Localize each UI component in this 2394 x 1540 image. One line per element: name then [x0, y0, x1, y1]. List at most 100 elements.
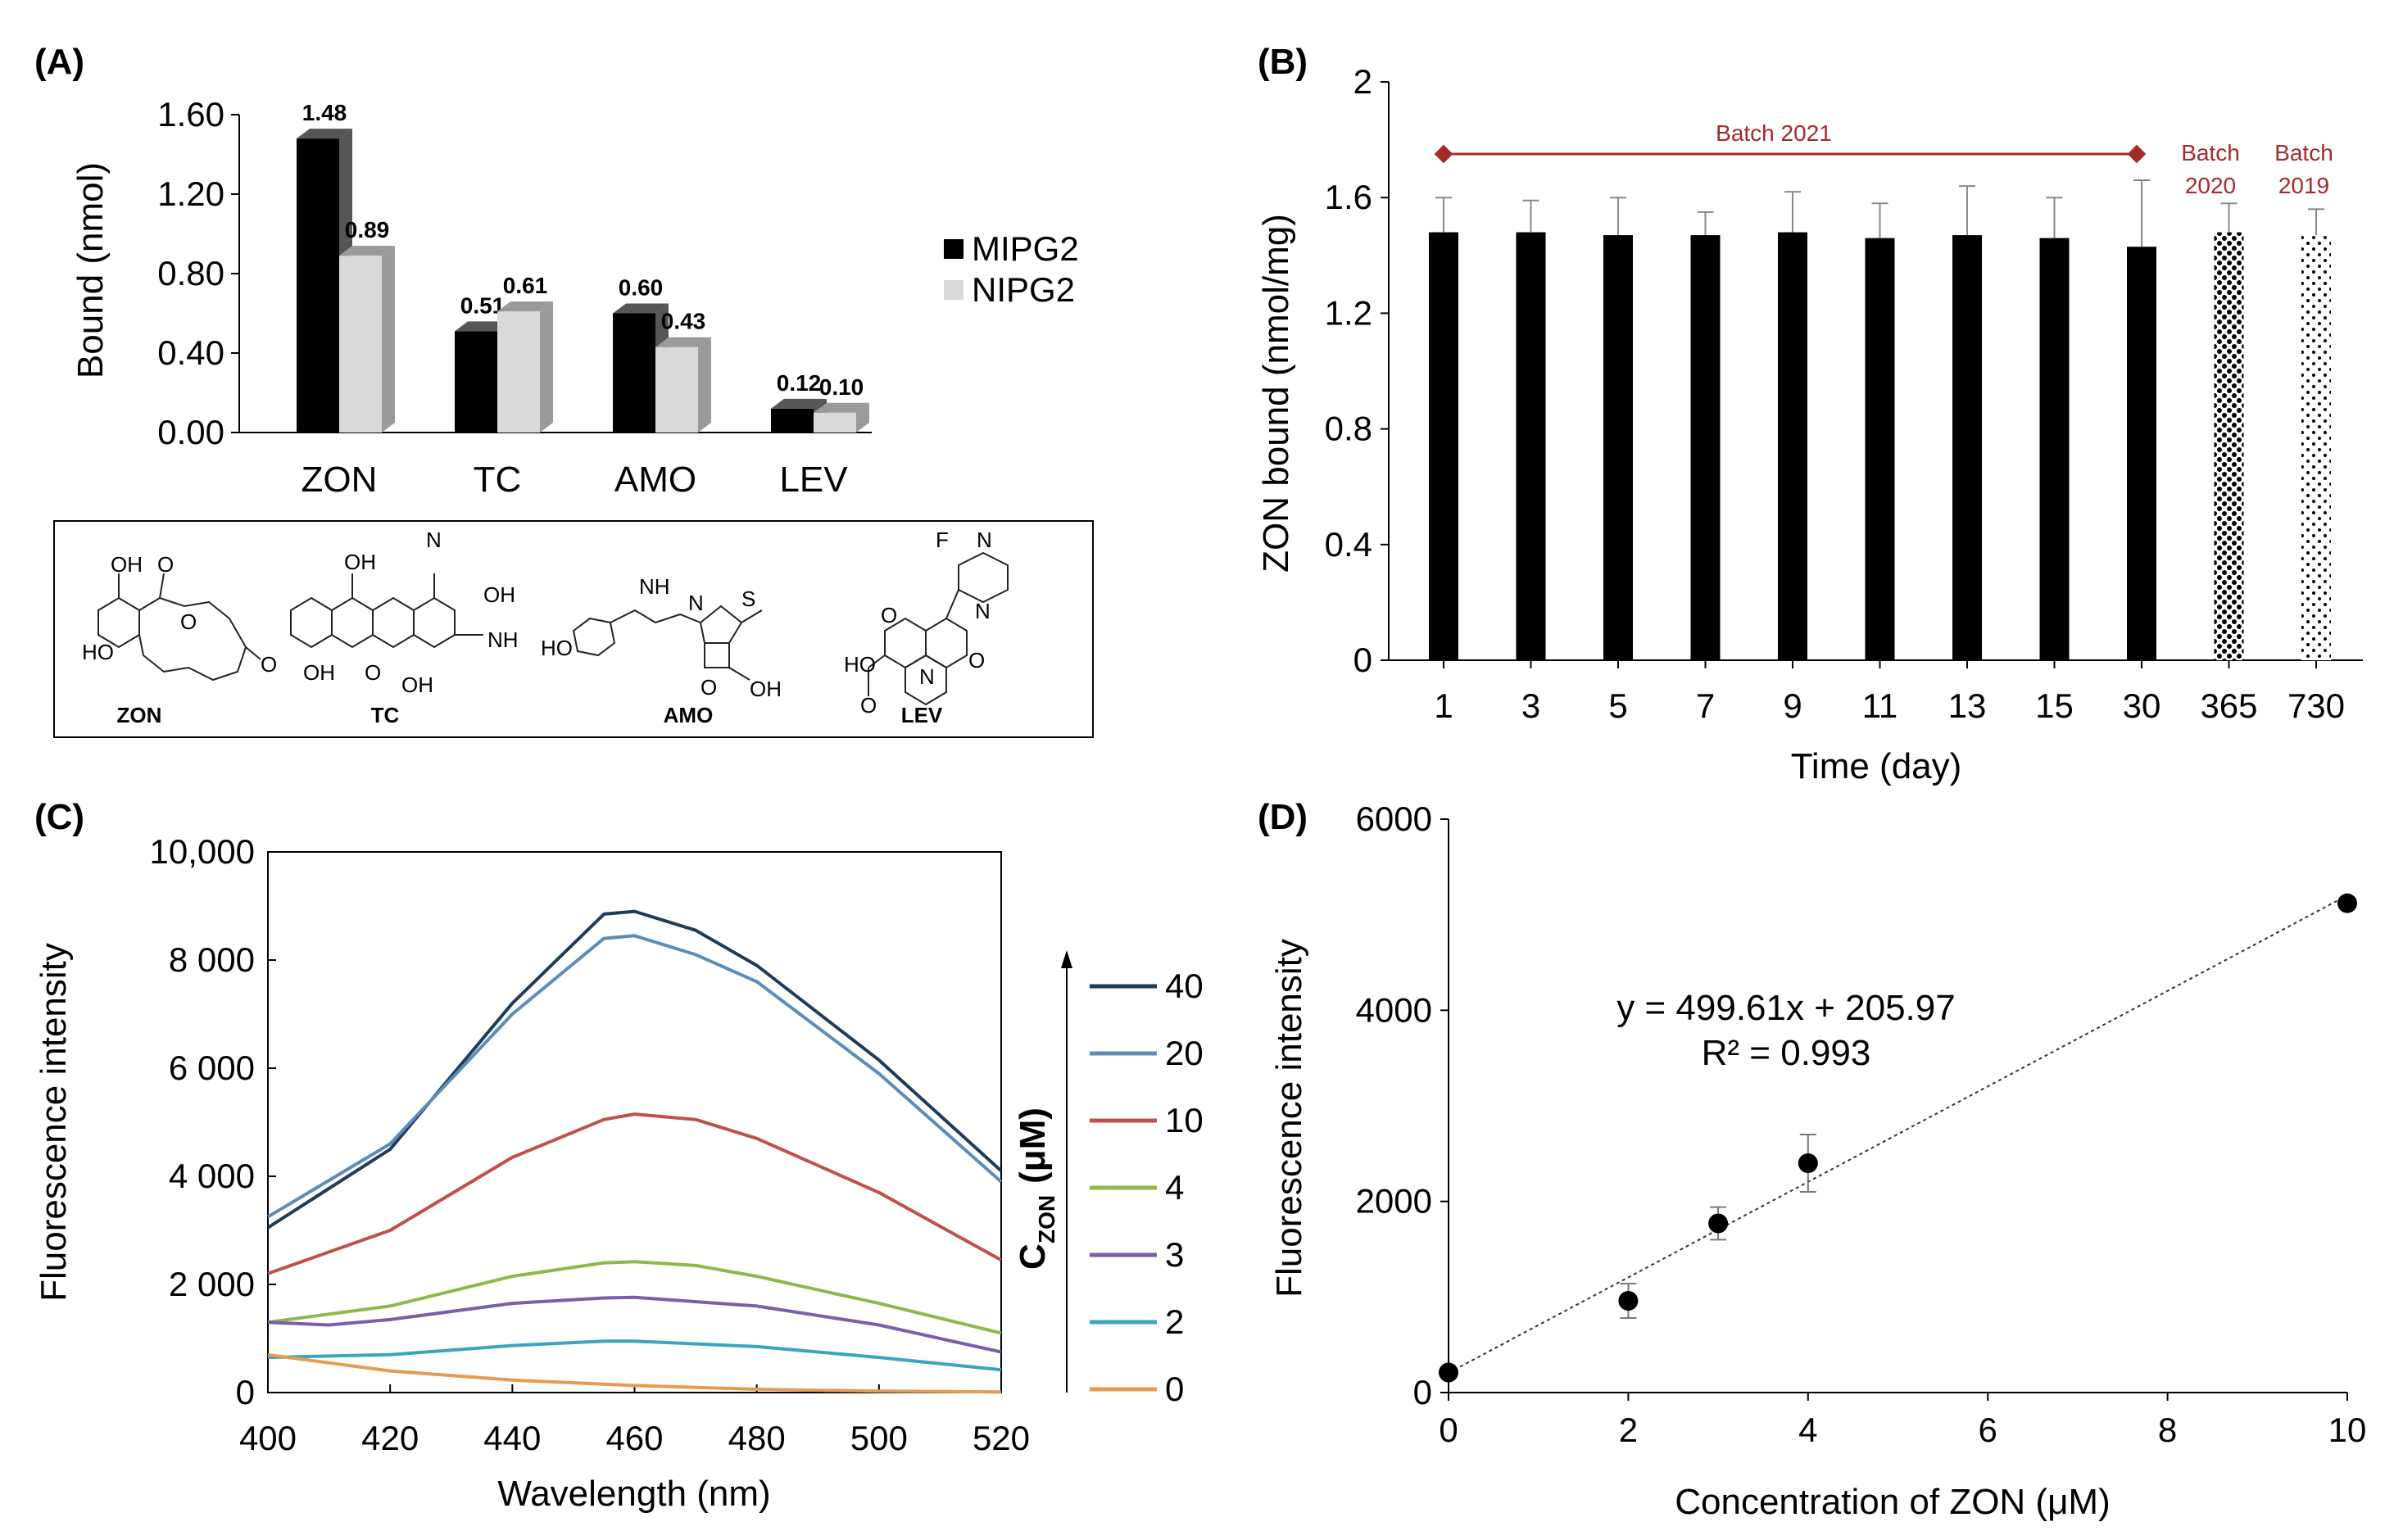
panel-c-ytick-label: 4 000: [169, 1157, 255, 1195]
fit-equation: y = 499.61x + 205.97: [1616, 988, 1955, 1028]
batch-2020-label-line2: 2020: [2185, 173, 2236, 198]
panel-b-xtick-label-15: 15: [2035, 686, 2074, 725]
panel-a-xtick-amo: AMO: [614, 460, 696, 500]
panel-a-xtick-lev: LEV: [779, 460, 848, 500]
legend-label-3um: 3: [1165, 1235, 1184, 1274]
data-point-x3: [1708, 1213, 1729, 1234]
atom-tc-nh: NH: [487, 627, 519, 652]
atom-lev-ho: HO: [844, 652, 876, 677]
panel-c-label: (C): [34, 797, 84, 837]
panel-d-xtick-label: 8: [2158, 1411, 2177, 1449]
panel-b-xtick-label-1: 1: [1434, 686, 1453, 725]
atom-tc-oh1: OH: [344, 550, 376, 574]
legend-label-nipg2: NIPG2: [972, 270, 1075, 309]
data-label-nipg2-tc: 0.61: [503, 273, 548, 298]
fit-line: [1448, 895, 2348, 1374]
panel-c-ytick-label: 0: [236, 1373, 255, 1411]
structure-name-lev: LEV: [901, 703, 943, 727]
bar-day-7: [1690, 235, 1721, 661]
panel-b-ytick-label: 0.8: [1325, 410, 1372, 448]
legend-label-4um: 4: [1165, 1168, 1184, 1207]
panel-c-xtick-label: 500: [850, 1419, 908, 1457]
panel-b-ylabel: ZON bound (nmol/mg): [1256, 214, 1296, 573]
bar-mipg2-amo: [613, 313, 655, 433]
panel-c-ytick-label: 2 000: [169, 1265, 255, 1303]
bar-mipg2-lev: [771, 408, 814, 433]
panel-a-ytick-label: 0.80: [157, 254, 224, 292]
panel-d-ytick-label: 2000: [1356, 1182, 1432, 1221]
bar-side-nipg2-zon: [382, 246, 395, 433]
bar-day-11: [1865, 238, 1895, 660]
panel-a-ytick-label: 1.60: [157, 95, 224, 134]
panel-b-xtick-label-30: 30: [2123, 686, 2161, 725]
bar-day-13: [1952, 235, 1982, 661]
bar-side-nipg2-amo: [698, 337, 711, 433]
panel-b-xtick-label-5: 5: [1608, 686, 1627, 725]
bar-top-nipg2-lev: [814, 402, 869, 413]
panel-c-ytick-label: 10,000: [150, 832, 255, 871]
data-point-x2: [1618, 1291, 1639, 1311]
panel-a-xtick-tc: TC: [474, 460, 522, 500]
panel-c-ytick-label: 8 000: [169, 940, 255, 979]
panel-a-label: (A): [34, 42, 84, 82]
panel-d-xtick-label: 2: [1619, 1411, 1638, 1449]
legend-swatch-mipg2: [944, 239, 963, 259]
panel-b-ytick-label: 2: [1353, 62, 1372, 101]
atom-lev-f: F: [936, 528, 949, 552]
bar-nipg2-zon: [339, 256, 382, 433]
panel-b-xtick-label-365: 365: [2200, 686, 2257, 725]
atom-zon-ho: HO: [82, 640, 114, 664]
spectrum-line-40um: [266, 909, 1003, 1230]
bar-day-5: [1603, 235, 1633, 661]
bar-day-3: [1516, 232, 1546, 660]
legend-swatch-nipg2: [944, 280, 963, 300]
batch-2021-end-marker: [2127, 144, 2147, 164]
panel-b-xtick-label-3: 3: [1521, 686, 1540, 725]
legend-title-c: C: [1013, 1243, 1053, 1270]
panel-c-frame: [267, 851, 1002, 1393]
atom-lev-n3: N: [919, 664, 935, 689]
atom-tc-n: N: [426, 528, 442, 552]
panel-d-xlabel: Concentration of ZON (μM): [1675, 1482, 2111, 1522]
bar-day-30: [2127, 247, 2156, 660]
data-label-mipg2-amo: 0.60: [619, 275, 664, 301]
bar-nipg2-lev: [814, 412, 856, 433]
panel-b-ytick-label: 0: [1353, 641, 1372, 679]
atom-lev-o1: O: [968, 648, 985, 673]
batch-2019-label-line1: Batch: [2274, 140, 2333, 165]
atom-zon-oh: OH: [111, 552, 143, 577]
spectrum-line-2um: [267, 1339, 1002, 1372]
panel-d: (D) Fluorescence intensity 0 2 4 6 8 10 0 2000 4…: [1258, 797, 2366, 1522]
legend-label-20um: 20: [1165, 1034, 1204, 1072]
data-label-mipg2-zon: 1.48: [302, 100, 347, 125]
spectrum-line-4um: [267, 1260, 1002, 1335]
panel-b-xtick-label-13: 13: [1948, 686, 1987, 725]
batch-2019-label-line2: 2019: [2278, 173, 2329, 198]
bar-mipg2-tc: [455, 331, 497, 433]
panel-b-label: (B): [1258, 42, 1308, 82]
legend-label-2um: 2: [1165, 1302, 1184, 1341]
panel-d-label: (D): [1258, 797, 1308, 837]
spectrum-line-10um: [267, 1112, 1002, 1275]
panel-a-ylabel: Bound (nmol): [70, 162, 111, 378]
panel-d-ytick-label: 6000: [1356, 799, 1432, 838]
panel-a-ytick-label: 1.20: [157, 174, 224, 213]
structure-drawings: [97, 551, 1009, 706]
legend-title: C ZON (μM): [1013, 1107, 1059, 1270]
panel-c-xtick-label: 420: [361, 1419, 419, 1457]
legend-arrowhead: [1061, 950, 1072, 968]
atom-zon-o2: O: [180, 609, 197, 634]
bar-day-1: [1429, 232, 1458, 660]
panel-b-ytick-label: 1.2: [1325, 293, 1372, 332]
atom-lev-n2: N: [975, 599, 991, 623]
data-point-x4: [1798, 1153, 1818, 1173]
data-label-nipg2-amo: 0.43: [661, 309, 706, 334]
structure-name-zon: ZON: [117, 703, 162, 727]
structure-name-amo: AMO: [664, 703, 714, 727]
panel-c-xtick-label: 400: [239, 1419, 297, 1457]
panel-c: (C) Fluorescence intensity 400 420 440 460 4…: [34, 797, 1204, 1514]
atom-amo-ho: HO: [541, 636, 573, 660]
panel-c-xtick-label: 480: [728, 1419, 786, 1457]
atom-tc-oh2: OH: [483, 582, 515, 607]
panel-b-xtick-label-730: 730: [2287, 686, 2345, 725]
